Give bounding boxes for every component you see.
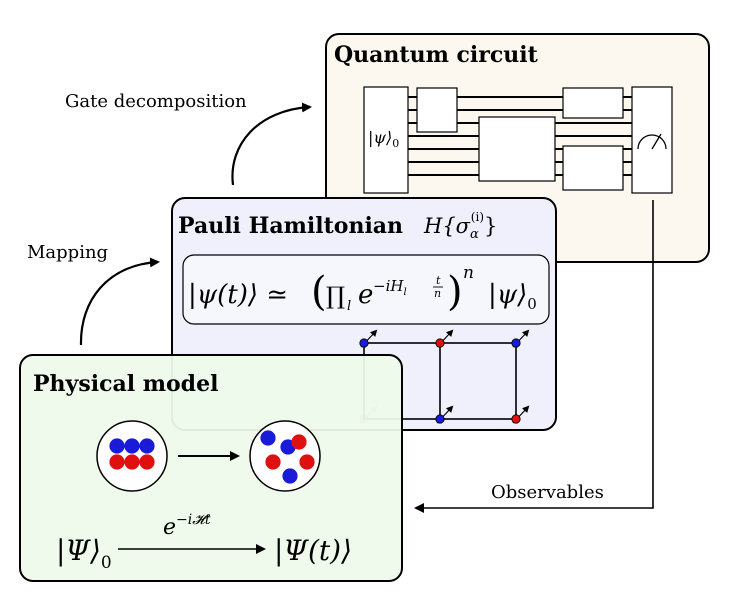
quantum-circuit-title: Quantum circuit xyxy=(334,42,539,68)
gate-box-2 xyxy=(478,116,556,182)
trotter-open-paren: ( xyxy=(311,269,327,315)
gate-box-3 xyxy=(562,87,624,119)
physical-model-card: Physical model |Ψ⟩0 e−i𝓗t |Ψ(t)⟩ xyxy=(19,354,403,582)
trotter-close-paren: ) xyxy=(447,269,463,315)
spin-site-blue xyxy=(359,338,369,348)
circuit-input-state: |ψ⟩0 xyxy=(368,128,399,150)
mapping-label: Mapping xyxy=(27,242,108,263)
gate-decomposition-label: Gate decomposition xyxy=(65,91,247,112)
initial-state: |Ψ⟩0 xyxy=(56,534,112,573)
gate-box-4 xyxy=(562,145,624,191)
trotter-power: n xyxy=(463,263,474,283)
circuit-input-box xyxy=(363,86,409,194)
mapping-link: Mapping xyxy=(27,242,160,346)
trotter-exp-base: e xyxy=(358,280,373,310)
observables-label: Observables xyxy=(491,482,604,503)
spin-site-blue xyxy=(511,338,521,348)
initial-particle-cluster xyxy=(96,420,168,492)
trotter-formula-box xyxy=(182,254,550,325)
gate-decomposition-arrow xyxy=(231,102,312,186)
physical-model-title: Physical model xyxy=(33,371,218,397)
spin-site-blue xyxy=(435,414,445,424)
physical-model-card-bg xyxy=(19,354,403,582)
meter-icon xyxy=(637,133,667,150)
observables-arrow xyxy=(414,200,654,513)
trotter-lhs: |ψ(t)⟩ ≃ xyxy=(188,280,288,310)
trotter-frac-den: n xyxy=(434,287,441,300)
evolved-particle-cluster xyxy=(249,420,321,492)
gate-decomposition-link: Gate decomposition xyxy=(65,91,312,186)
observables-link: Observables xyxy=(414,200,654,513)
measurement-box xyxy=(631,86,673,194)
trotter-product-sub: l xyxy=(347,299,351,314)
final-state: |Ψ(t)⟩ xyxy=(274,534,352,567)
trotter-rhs: |ψ⟩0 xyxy=(488,280,537,313)
pauli-hamiltonian-title: Pauli Hamiltonian xyxy=(178,213,403,239)
gate-box-1 xyxy=(416,87,458,133)
trotter-frac-num: t xyxy=(436,274,441,287)
evolution-operator: e−i𝓗t xyxy=(163,512,211,540)
trotter-formula: |ψ(t)⟩ ≃ ( ∏ l e −iHl t n ) n |ψ⟩0 xyxy=(188,263,537,315)
trotter-exp-sup: −iHl xyxy=(373,277,407,298)
mapping-arrow xyxy=(79,257,160,346)
spin-site-red xyxy=(435,338,445,348)
spin-site-red xyxy=(511,414,521,424)
pauli-hamiltonian-card: Pauli Hamiltonian H{σα(i)} |ψ(t)⟩ ≃ ( ∏ … xyxy=(171,197,557,431)
hamiltonian-expression: H{σα(i)} xyxy=(423,210,497,242)
trotter-product-symbol: ∏ xyxy=(326,282,345,310)
